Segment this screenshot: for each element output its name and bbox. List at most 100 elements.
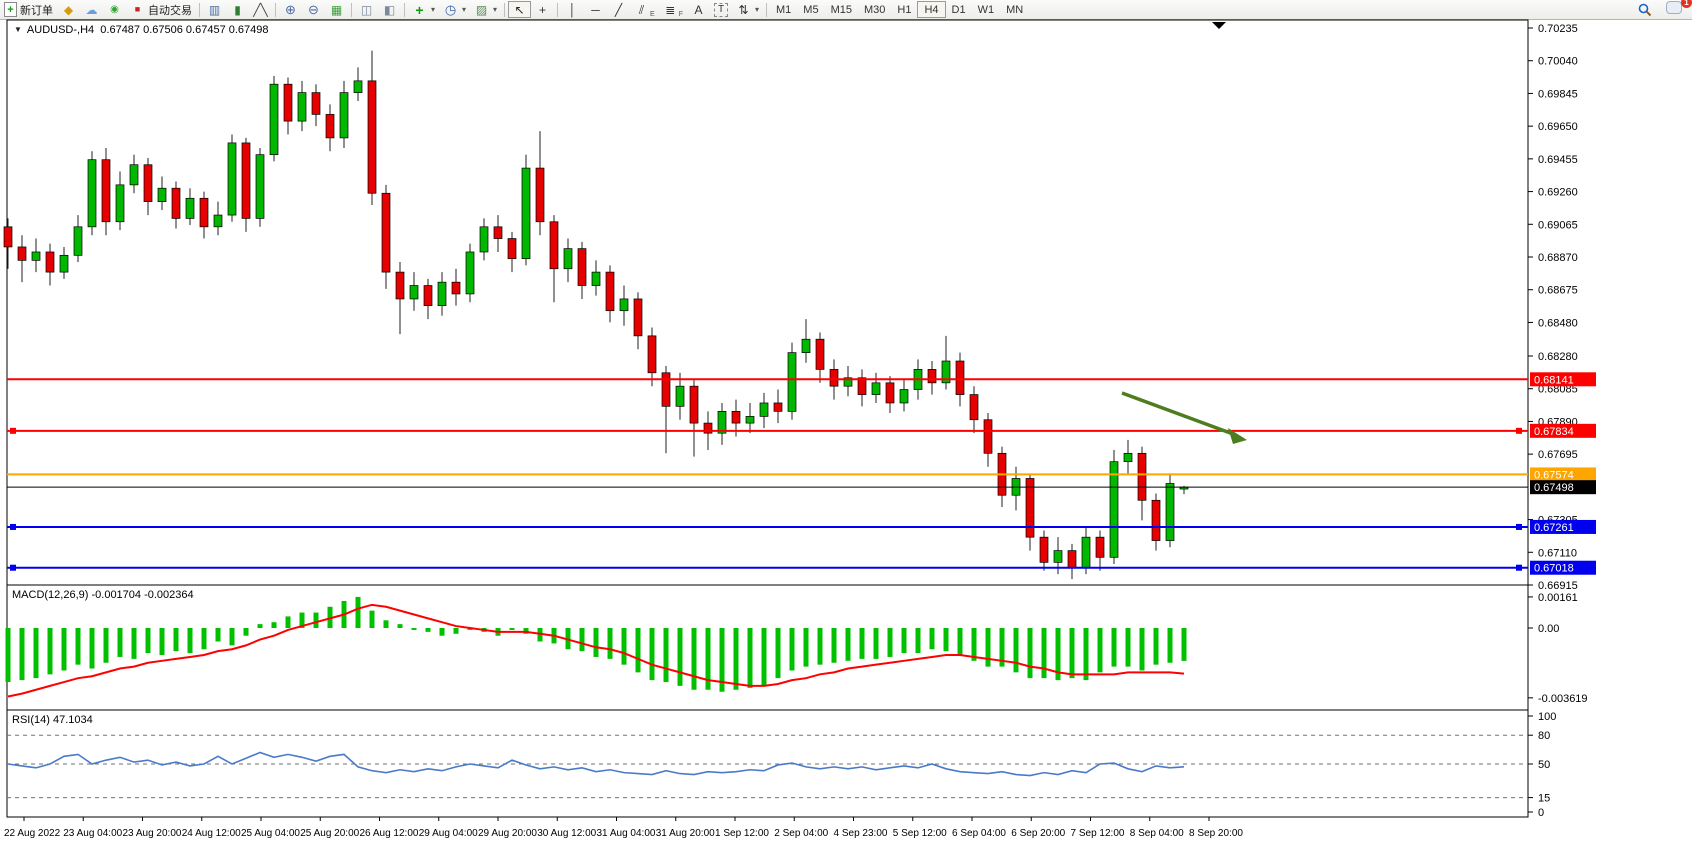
timeframe-button-w1[interactable]: W1 bbox=[977, 3, 995, 16]
trend-arrow[interactable] bbox=[1121, 391, 1234, 436]
timeframe-button-h4[interactable]: H4 bbox=[917, 1, 946, 18]
price-label-box bbox=[1530, 519, 1596, 534]
add-indicator-button[interactable]: + ▾ bbox=[408, 1, 439, 18]
price-axis-label: 0.67695 bbox=[1538, 449, 1578, 461]
price-label: 0.67018 bbox=[1534, 563, 1574, 575]
line-handle[interactable] bbox=[1516, 564, 1522, 571]
templates-button[interactable]: ▨ ▾ bbox=[470, 1, 501, 18]
trend-arrow-head[interactable] bbox=[1228, 428, 1247, 444]
chart-pane[interactable] bbox=[6, 584, 1529, 711]
candle bbox=[815, 338, 825, 370]
timeframe-button-d1[interactable]: D1 bbox=[951, 3, 966, 16]
periods-button[interactable]: ◷ ▾ bbox=[439, 1, 470, 18]
chart-line-button[interactable]: ╱╲ bbox=[249, 1, 272, 18]
price-axis-label: 0.69650 bbox=[1538, 121, 1578, 133]
chart-bars-button[interactable]: ▥ bbox=[203, 1, 226, 18]
candle bbox=[451, 281, 461, 295]
profiles-button[interactable]: ◧ bbox=[378, 1, 401, 18]
timeframe-button-mn[interactable]: MN bbox=[1006, 3, 1024, 16]
candle bbox=[633, 298, 643, 337]
text-button[interactable]: A bbox=[687, 1, 710, 18]
new-chart-button[interactable]: ◫ bbox=[355, 1, 378, 18]
timeframe-button-h1[interactable]: H1 bbox=[897, 3, 912, 16]
vline-button[interactable]: │ bbox=[561, 1, 584, 18]
tile-windows-button[interactable]: ▦ bbox=[325, 1, 348, 18]
candle bbox=[367, 80, 377, 194]
rsi-axis-label: 0 bbox=[1538, 807, 1544, 819]
date-label: 8 Sep 04:00 bbox=[1130, 828, 1184, 839]
crosshair-button[interactable]: + bbox=[531, 1, 554, 18]
cursor-icon: ↖ bbox=[514, 2, 525, 17]
zoom-out-icon: ⊖ bbox=[308, 2, 319, 17]
search-button[interactable] bbox=[1634, 1, 1656, 18]
candle bbox=[969, 394, 979, 421]
candle bbox=[241, 142, 251, 219]
rsi-axis-label: 50 bbox=[1538, 759, 1550, 771]
timeframe-button-m15[interactable]: M15 bbox=[830, 3, 852, 16]
date-label: 7 Sep 12:00 bbox=[1071, 828, 1125, 839]
paint-bucket-button[interactable]: ◆ bbox=[57, 1, 80, 18]
zoom-out-button[interactable]: ⊖ bbox=[302, 1, 325, 18]
rsi-name: RSI(14) bbox=[12, 714, 50, 726]
text-label-button[interactable]: T bbox=[710, 1, 732, 18]
candle bbox=[871, 382, 881, 395]
timeframe-button-m30[interactable]: M30 bbox=[863, 3, 886, 16]
candle bbox=[535, 167, 545, 223]
timeframe-button-m1[interactable]: M1 bbox=[776, 3, 792, 16]
text-label-icon: T bbox=[714, 2, 728, 17]
candle bbox=[983, 419, 993, 454]
candle bbox=[759, 402, 769, 417]
candle bbox=[591, 271, 601, 286]
candle bbox=[227, 142, 237, 216]
publish-chart-button[interactable]: ☁ bbox=[80, 1, 103, 18]
hline-button[interactable]: ─ bbox=[584, 1, 607, 18]
arrows-button[interactable]: ⇅ ▾ bbox=[732, 1, 763, 18]
notifications-button[interactable]: 1 bbox=[1662, 0, 1692, 18]
macd-signal-line bbox=[7, 603, 1185, 698]
candle bbox=[507, 238, 517, 260]
price-label: 0.67261 bbox=[1534, 522, 1574, 534]
line-handle[interactable] bbox=[1516, 523, 1522, 530]
candle bbox=[605, 271, 615, 312]
line-handle[interactable] bbox=[10, 564, 16, 571]
channel-button[interactable]: ⫽ E bbox=[630, 1, 659, 19]
bar-chart-icon: ▥ bbox=[208, 2, 221, 17]
date-label: 2 Sep 04:00 bbox=[774, 828, 828, 839]
chart-candles-button[interactable]: ▮ bbox=[226, 1, 249, 18]
autotrade-button[interactable]: ■ 自动交易 bbox=[126, 1, 196, 18]
candlestick-chart-icon: ▮ bbox=[234, 2, 241, 17]
toolbar-separator bbox=[199, 2, 200, 17]
rsi-indicator-label: RSI(14) 47.1034 bbox=[12, 714, 93, 726]
autotrade-stop-icon: ■ bbox=[134, 4, 141, 14]
trendline-button[interactable]: ╱ bbox=[607, 1, 630, 18]
candle bbox=[185, 197, 195, 219]
candle bbox=[255, 154, 265, 219]
chart-profile-icon: ◧ bbox=[383, 2, 396, 17]
candle bbox=[1067, 550, 1077, 568]
macd-name: MACD(12,26,9) bbox=[12, 589, 89, 601]
chart-pane[interactable] bbox=[6, 19, 1529, 586]
signals-button[interactable]: ◉ bbox=[103, 1, 126, 18]
line-handle[interactable] bbox=[10, 427, 16, 434]
timeframe-button-m5[interactable]: M5 bbox=[803, 3, 819, 16]
date-label: 22 Aug 2022 bbox=[4, 828, 61, 839]
chart-shift-marker[interactable] bbox=[1212, 22, 1226, 29]
date-label: 29 Aug 20:00 bbox=[478, 828, 537, 839]
price-label-box bbox=[1530, 480, 1596, 495]
line-handle[interactable] bbox=[1516, 427, 1522, 434]
symbol-dropdown-icon[interactable]: ▼ bbox=[14, 25, 22, 34]
cursor-button[interactable]: ↖ bbox=[508, 1, 532, 18]
fibonacci-icon: ≣ bbox=[665, 2, 676, 17]
zoom-in-button[interactable]: ⊕ bbox=[279, 1, 302, 18]
clock-icon: ◷ bbox=[444, 2, 457, 17]
zoom-in-icon: ⊕ bbox=[285, 2, 296, 17]
price-axis[interactable] bbox=[1528, 20, 1608, 817]
candle bbox=[731, 411, 741, 424]
fibonacci-button[interactable]: ≣ F bbox=[659, 1, 687, 19]
time-axis[interactable] bbox=[7, 818, 1528, 842]
date-label: 26 Aug 12:00 bbox=[360, 828, 419, 839]
new-order-button[interactable]: + 新订单 bbox=[0, 1, 57, 18]
line-handle[interactable] bbox=[10, 523, 16, 530]
new-order-label: 新订单 bbox=[20, 4, 53, 17]
